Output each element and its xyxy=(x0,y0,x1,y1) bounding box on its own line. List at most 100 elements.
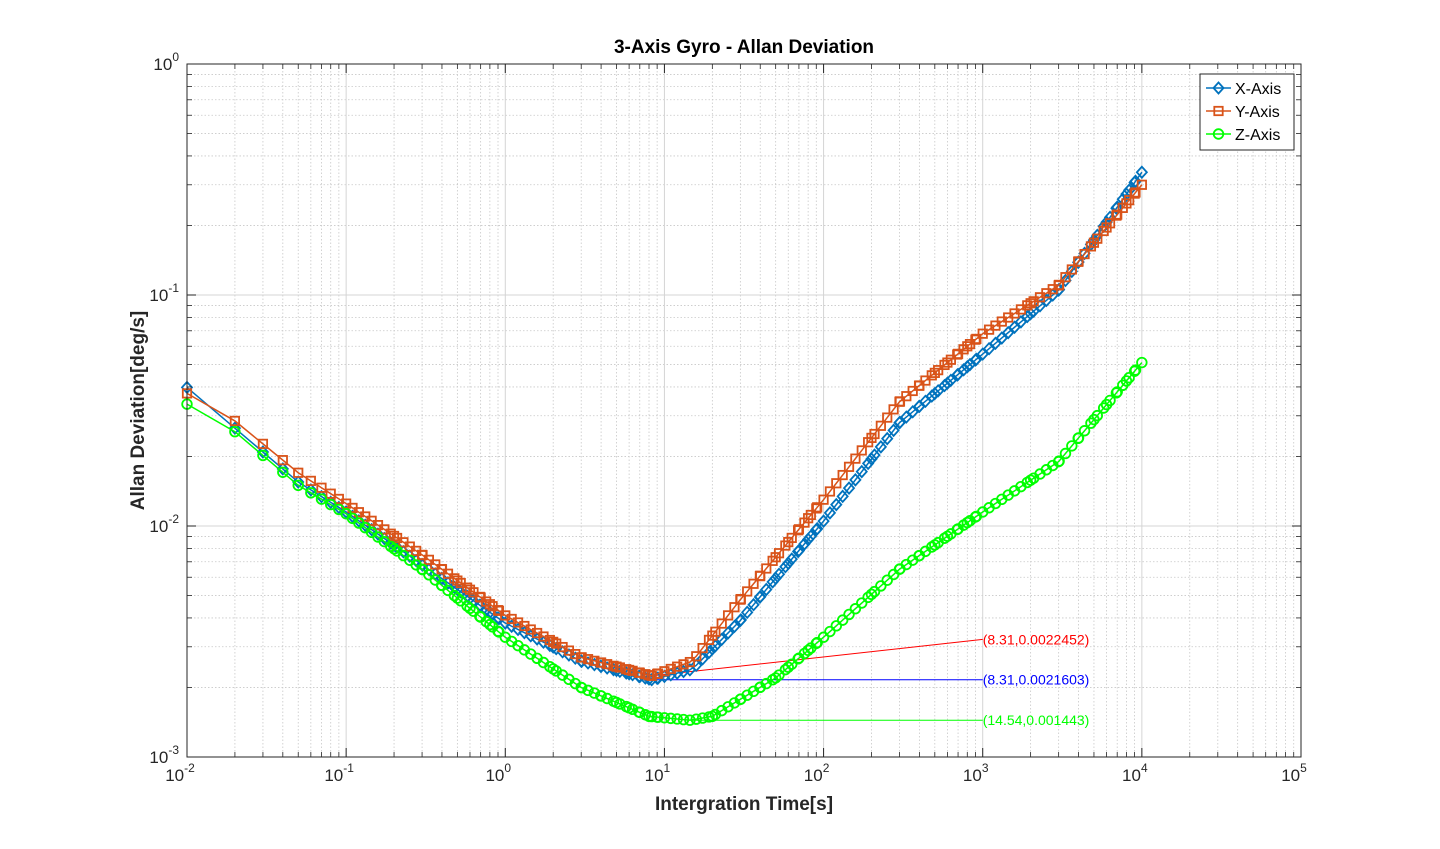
data-point xyxy=(805,509,816,521)
plot-frame xyxy=(186,63,1302,758)
data-point xyxy=(1053,455,1065,467)
data-point xyxy=(865,452,878,466)
data-point xyxy=(1059,447,1072,460)
legend-entry-z-axis: Z-Axis xyxy=(1206,127,1280,144)
data-point xyxy=(576,652,587,663)
x-tick-label: 100 xyxy=(485,761,511,785)
data-point xyxy=(920,375,931,386)
data-point xyxy=(1123,372,1135,384)
minor-grid xyxy=(187,64,1301,757)
data-point xyxy=(961,359,974,374)
data-point xyxy=(277,466,289,478)
data-point xyxy=(786,532,797,544)
data-point xyxy=(595,690,607,702)
data-point xyxy=(793,524,805,535)
data-point xyxy=(684,656,695,668)
data-point xyxy=(962,341,973,352)
data-point xyxy=(1129,364,1142,376)
data-point xyxy=(785,552,798,566)
data-point xyxy=(706,642,719,656)
data-point xyxy=(1097,402,1110,414)
legend-marker xyxy=(1212,81,1225,95)
data-point xyxy=(672,661,683,672)
data-point xyxy=(304,483,318,497)
data-point xyxy=(511,622,525,637)
data-point xyxy=(803,513,814,524)
legend-label: X-Axis xyxy=(1235,81,1281,98)
data-point xyxy=(961,516,973,529)
data-point xyxy=(721,626,735,640)
data-point xyxy=(690,658,703,673)
data-point xyxy=(766,575,779,589)
data-point xyxy=(843,461,855,472)
data-point xyxy=(1033,298,1047,313)
series-line-z-axis xyxy=(186,362,1143,721)
data-point xyxy=(856,445,867,456)
data-point xyxy=(652,711,664,723)
y-tick-base: 10 xyxy=(153,55,172,74)
data-point xyxy=(933,365,944,376)
data-point xyxy=(1136,356,1148,369)
x-tick-label: 10-2 xyxy=(165,761,195,785)
data-point xyxy=(875,420,886,431)
data-point xyxy=(484,599,495,610)
data-point xyxy=(798,537,811,551)
data-point xyxy=(627,665,638,676)
x-tick-base: 10 xyxy=(645,766,664,785)
data-point xyxy=(1124,195,1135,206)
data-point xyxy=(804,529,818,544)
data-point xyxy=(894,396,906,407)
x-tick-base: 10 xyxy=(485,766,504,785)
data-point xyxy=(716,618,727,629)
data-point xyxy=(939,359,950,371)
data-point xyxy=(454,584,467,599)
data-point xyxy=(505,619,518,634)
data-point xyxy=(817,631,830,643)
x-tick-exponent: 0 xyxy=(504,761,511,775)
data-point xyxy=(761,563,772,574)
y-tick-label: 10-2 xyxy=(149,512,179,536)
data-point xyxy=(595,657,607,668)
annotation-labels: (8.31,0.0022452) (8.31,0.0021603) (14.54,0… xyxy=(983,631,1090,728)
data-point xyxy=(824,625,836,638)
data-point xyxy=(901,391,912,402)
data-point xyxy=(971,333,982,344)
data-point xyxy=(747,597,760,612)
data-point xyxy=(868,585,881,598)
data-point xyxy=(837,469,848,481)
data-point xyxy=(715,632,728,647)
data-point xyxy=(677,713,690,726)
data-point xyxy=(1040,293,1053,308)
data-point xyxy=(277,455,288,466)
data-point xyxy=(492,611,506,626)
data-point xyxy=(464,602,476,615)
data-point xyxy=(575,681,588,694)
data-point xyxy=(989,336,1002,351)
data-point xyxy=(710,626,721,637)
data-point xyxy=(315,493,328,505)
x-tick-base: 10 xyxy=(165,766,184,785)
data-point xyxy=(665,712,677,725)
data-point xyxy=(722,610,734,621)
data-point xyxy=(292,475,305,489)
x-tick-label: 102 xyxy=(804,761,830,785)
x-tick-base: 10 xyxy=(963,766,982,785)
x-tick-base: 10 xyxy=(1281,766,1300,785)
y-tick-base: 10 xyxy=(149,517,168,536)
x-tick-base: 10 xyxy=(1122,766,1141,785)
data-point xyxy=(810,521,824,536)
data-point xyxy=(665,663,676,675)
data-point xyxy=(941,376,954,391)
data-point xyxy=(928,386,942,401)
annotation-label: (8.31,0.0021603) xyxy=(983,672,1090,688)
data-point xyxy=(849,473,862,487)
data-point xyxy=(748,578,759,589)
data-point xyxy=(316,482,327,493)
data-point xyxy=(1092,233,1103,244)
legend-label: Y-Axis xyxy=(1235,104,1280,121)
data-point xyxy=(499,616,512,630)
annotation-lines xyxy=(651,638,983,721)
data-point xyxy=(659,666,670,677)
